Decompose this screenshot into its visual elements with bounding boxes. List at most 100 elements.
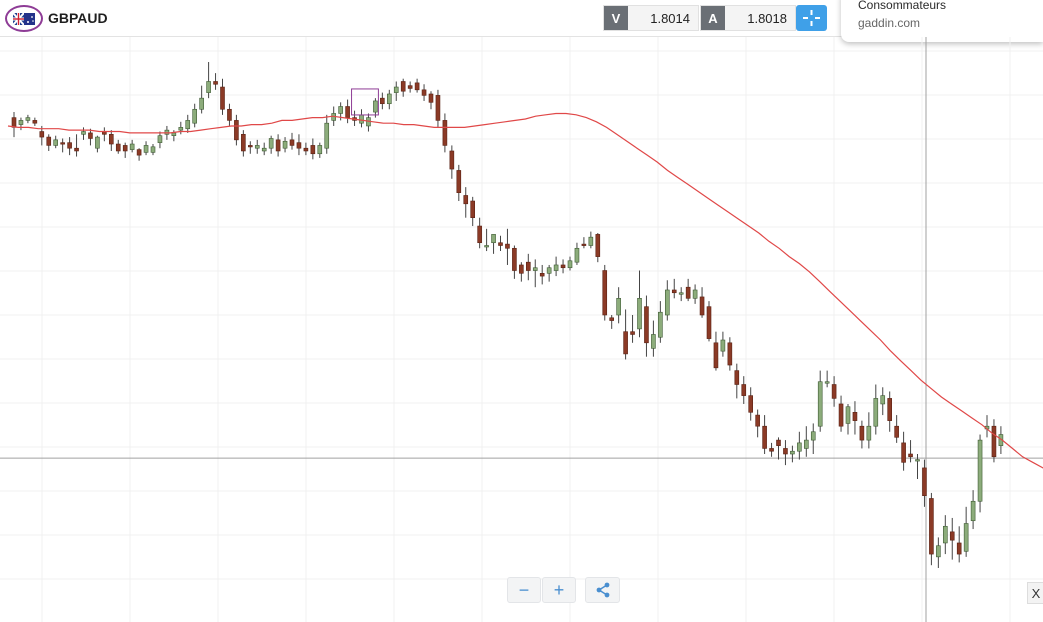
bearish-candle (213, 81, 218, 85)
bullish-candle (268, 138, 274, 149)
bearish-candle (741, 384, 747, 396)
bullish-candle (491, 234, 496, 244)
moving-average-line (7, 112, 1043, 469)
bullish-candle (185, 120, 191, 130)
bearish-candle (699, 296, 705, 316)
crosshair-button[interactable] (796, 5, 827, 31)
bearish-candle (11, 117, 17, 128)
bearish-candle (241, 134, 246, 152)
bullish-candle (637, 298, 642, 330)
bearish-candle (449, 150, 455, 170)
bearish-candle (901, 442, 906, 463)
buy-quote[interactable]: A 1.8018 (700, 5, 796, 31)
bearish-candle (345, 106, 350, 118)
bullish-candle (393, 86, 399, 93)
bearish-candle (887, 398, 893, 421)
bearish-candle (769, 448, 774, 452)
bullish-candle (81, 131, 86, 135)
bearish-candle (477, 225, 482, 244)
bullish-candle (824, 381, 830, 384)
bullish-candle (18, 120, 24, 125)
bearish-candle (234, 120, 239, 141)
bullish-candle (282, 140, 288, 149)
bullish-candle (866, 425, 872, 441)
bullish-candle (150, 146, 156, 153)
bearish-candle (713, 342, 719, 369)
bearish-candle (505, 243, 510, 249)
bullish-candle (199, 97, 204, 110)
bullish-candle (678, 292, 684, 295)
bullish-candle (664, 289, 670, 316)
bearish-candle (414, 82, 420, 91)
instrument-flag[interactable] (5, 5, 43, 32)
bearish-candle (671, 289, 677, 294)
bearish-candle (623, 331, 628, 355)
bullish-candle (338, 106, 343, 114)
bearish-candle (560, 264, 566, 269)
notification-domain[interactable]: gaddin.com (858, 16, 921, 30)
bullish-candle (192, 108, 197, 124)
zoom-out-button[interactable]: − (507, 577, 541, 603)
bullish-candle (790, 450, 795, 455)
bullish-candle (574, 247, 580, 263)
bearish-candle (776, 439, 781, 446)
bullish-candle (803, 439, 809, 449)
bearish-candle (525, 261, 531, 271)
bearish-candle (39, 131, 45, 138)
bearish-candle (310, 145, 316, 155)
bullish-candle (25, 117, 31, 121)
share-icon (596, 582, 609, 598)
bearish-candle (220, 86, 225, 110)
bearish-candle (644, 306, 649, 344)
bearish-candle (595, 234, 601, 257)
buy-price: 1.8018 (747, 10, 787, 26)
bearish-candle (498, 242, 503, 246)
bullish-candle (915, 459, 920, 462)
bullish-candle (129, 143, 135, 150)
bullish-candle (720, 339, 726, 352)
bearish-candle (762, 425, 767, 449)
close-panel-button[interactable]: X (1027, 582, 1043, 604)
bearish-candle (956, 542, 962, 555)
bullish-candle (616, 298, 621, 316)
bullish-candle (880, 395, 886, 405)
bearish-candle (991, 425, 997, 458)
bearish-candle (136, 149, 142, 156)
share-button[interactable] (585, 577, 620, 603)
price-chart[interactable] (0, 37, 1043, 622)
bearish-candle (748, 395, 754, 413)
bullish-candle (164, 129, 170, 135)
bullish-candle (261, 147, 267, 152)
bearish-candle (685, 286, 691, 299)
bearish-candle (609, 317, 615, 321)
bearish-candle (852, 411, 858, 421)
bearish-candle (706, 306, 712, 339)
bearish-candle (783, 448, 788, 455)
bullish-candle (386, 93, 392, 105)
bearish-candle (602, 270, 608, 316)
bearish-candle (734, 370, 740, 385)
bearish-candle (32, 120, 38, 124)
bearish-candle (435, 95, 441, 121)
bullish-candle (171, 132, 177, 136)
bullish-candle (254, 145, 260, 149)
bullish-candle (553, 264, 559, 271)
sell-quote[interactable]: V 1.8014 (603, 5, 699, 31)
bearish-candle (303, 147, 309, 152)
bearish-candle (60, 142, 65, 145)
notification-title: Consommateurs (858, 0, 947, 12)
notification-popup[interactable]: Consommateurs gaddin.com (841, 0, 1043, 42)
bearish-candle (630, 331, 635, 335)
bullish-candle (977, 439, 983, 502)
bearish-candle (248, 145, 253, 148)
bullish-candle (942, 525, 948, 544)
zoom-in-button[interactable]: + (542, 577, 576, 603)
bearish-candle (275, 139, 281, 152)
bullish-candle (178, 127, 184, 131)
bearish-candle (470, 200, 476, 219)
bullish-candle (651, 334, 656, 349)
bullish-candle (143, 145, 149, 153)
instrument-symbol[interactable]: GBPAUD (48, 10, 108, 26)
bearish-candle (407, 85, 413, 89)
bearish-candle (109, 134, 114, 145)
